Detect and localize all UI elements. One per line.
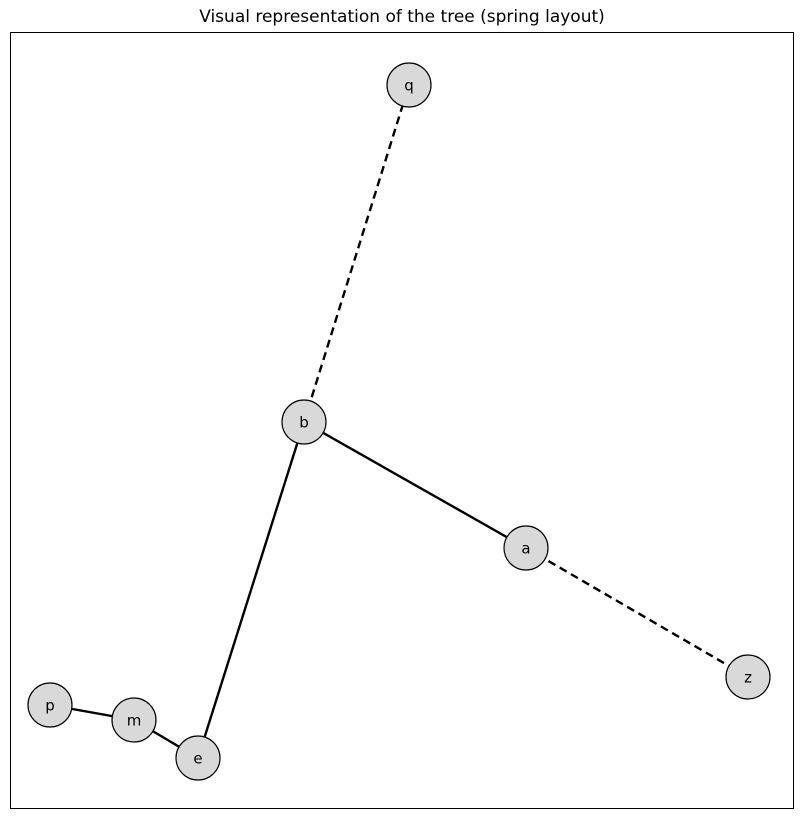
node-label: q [404, 77, 414, 95]
edges-layer [49, 84, 749, 760]
node-z: z [725, 654, 771, 700]
node-p: p [27, 682, 73, 728]
edge-a-z [525, 546, 749, 679]
node-label: e [193, 750, 202, 768]
node-circle [27, 682, 73, 728]
node-label: a [521, 540, 530, 558]
node-e: e [175, 735, 221, 781]
node-circle [175, 735, 221, 781]
node-circle [386, 62, 432, 108]
node-circle [111, 697, 157, 743]
node-label: p [45, 697, 55, 715]
node-m: m [111, 697, 157, 743]
diagram-title: Visual representation of the tree (sprin… [199, 7, 605, 27]
node-b: b [281, 399, 327, 445]
diagram-frame [10, 32, 794, 809]
edge-b-a [303, 420, 527, 550]
node-q: q [386, 62, 432, 108]
node-label: m [127, 712, 142, 730]
edge-b-e [196, 421, 306, 759]
node-label: z [744, 669, 752, 687]
node-a: a [503, 525, 549, 571]
node-circle [281, 399, 327, 445]
nodes-layer: q b a z p m e [27, 62, 771, 781]
node-circle [725, 654, 771, 700]
edge-b-q [302, 84, 411, 423]
node-circle [503, 525, 549, 571]
node-label: b [299, 414, 309, 432]
